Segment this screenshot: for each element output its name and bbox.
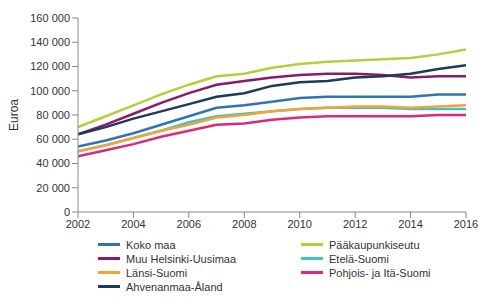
svg-text:20 000: 20 000 <box>36 182 70 194</box>
svg-text:2014: 2014 <box>398 218 422 230</box>
svg-text:100 000: 100 000 <box>30 85 70 97</box>
svg-text:2016: 2016 <box>454 218 478 230</box>
svg-text:80 000: 80 000 <box>36 109 70 121</box>
html-text:Muu Helsinki-Uusimaa: Muu Helsinki-Uusimaa <box>126 252 236 265</box>
html-text:Koko maa: Koko maa <box>126 238 176 251</box>
svg-text:2012: 2012 <box>343 218 367 230</box>
svg-text:120 000: 120 000 <box>30 60 70 72</box>
svg-text:160 000: 160 000 <box>30 12 70 24</box>
html-text:Etelä-Suomi: Etelä-Suomi <box>329 252 389 265</box>
html-text:Pohjois- ja Itä-Suomi: Pohjois- ja Itä-Suomi <box>329 266 431 279</box>
svg-text:40 000: 40 000 <box>36 157 70 169</box>
svg-text:2008: 2008 <box>232 218 256 230</box>
html-text:Länsi-Suomi: Länsi-Suomi <box>126 266 188 279</box>
html-text:Pääkaupunkiseutu: Pääkaupunkiseutu <box>329 238 420 251</box>
svg-text:0: 0 <box>64 206 70 218</box>
svg-text:Euroa: Euroa <box>8 99 21 131</box>
svg-text:2006: 2006 <box>177 218 201 230</box>
svg-text:2010: 2010 <box>287 218 311 230</box>
html-text:Ahvenanmaa-Åland: Ahvenanmaa-Åland <box>126 280 223 293</box>
svg-text:2002: 2002 <box>66 218 90 230</box>
svg-text:2004: 2004 <box>121 218 145 230</box>
svg-text:140 000: 140 000 <box>30 36 70 48</box>
svg-text:60 000: 60 000 <box>36 133 70 145</box>
